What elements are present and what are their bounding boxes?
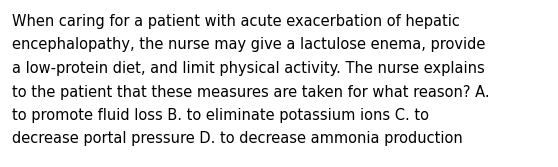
Text: When caring for a patient with acute exacerbation of hepatic: When caring for a patient with acute exa… (12, 14, 460, 29)
Text: encephalopathy, the nurse may give a lactulose enema, provide: encephalopathy, the nurse may give a lac… (12, 38, 485, 52)
Text: a low-protein diet, and limit physical activity. The nurse explains: a low-protein diet, and limit physical a… (12, 61, 485, 76)
Text: to promote fluid loss B. to eliminate potassium ions C. to: to promote fluid loss B. to eliminate po… (12, 108, 429, 123)
Text: decrease portal pressure D. to decrease ammonia production: decrease portal pressure D. to decrease … (12, 131, 463, 146)
Text: to the patient that these measures are taken for what reason? A.: to the patient that these measures are t… (12, 85, 489, 100)
